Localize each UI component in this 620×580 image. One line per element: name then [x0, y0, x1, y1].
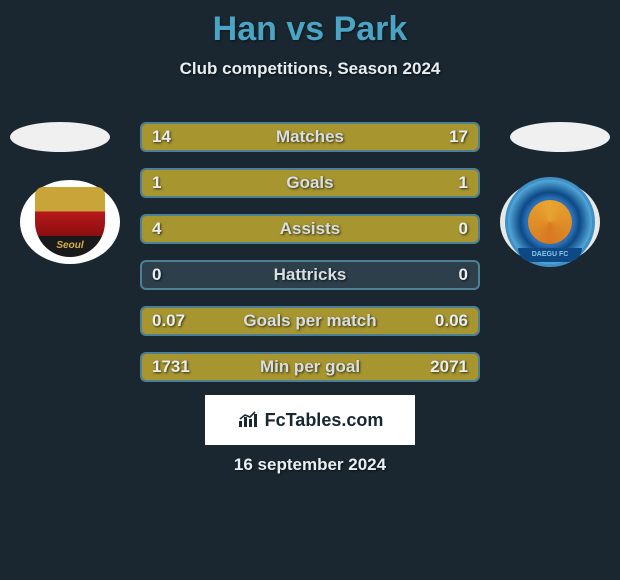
seoul-shield-icon: Seoul [35, 187, 105, 257]
stats-panel: 14 Matches 17 1 Goals 1 4 Assists 0 0 Ha… [140, 122, 480, 382]
seoul-logo-text: Seoul [35, 240, 105, 251]
daegu-banner: DAEGU FC [518, 248, 582, 262]
stat-row: 1 Goals 1 [140, 168, 480, 198]
comparison-subtitle: Club competitions, Season 2024 [0, 59, 620, 79]
branding-text: FcTables.com [265, 410, 384, 431]
stat-row: 14 Matches 17 [140, 122, 480, 152]
stat-label: Matches [142, 124, 478, 150]
stat-label: Hattricks [142, 262, 478, 288]
stat-row: 0 Hattricks 0 [140, 260, 480, 290]
stat-row: 1731 Min per goal 2071 [140, 352, 480, 382]
stat-value-right: 17 [449, 124, 468, 150]
daegu-ring-icon: DAEGU FC [505, 177, 595, 267]
branding-badge[interactable]: FcTables.com [205, 395, 415, 445]
stat-value-right: 2071 [430, 354, 468, 380]
stat-label: Min per goal [142, 354, 478, 380]
chart-icon [237, 411, 259, 429]
stat-value-right: 0 [459, 262, 468, 288]
comparison-date: 16 september 2024 [0, 455, 620, 475]
club-logo-left: Seoul [20, 180, 120, 264]
stat-value-right: 1 [459, 170, 468, 196]
stat-value-right: 0 [459, 216, 468, 242]
stat-row: 4 Assists 0 [140, 214, 480, 244]
stat-value-right: 0.06 [435, 308, 468, 334]
stat-row: 0.07 Goals per match 0.06 [140, 306, 480, 336]
stat-label: Goals [142, 170, 478, 196]
comparison-title: Han vs Park [0, 0, 620, 49]
stat-label: Goals per match [142, 308, 478, 334]
club-logo-right: DAEGU FC [500, 180, 600, 264]
daegu-swirl-icon [528, 200, 572, 244]
stat-label: Assists [142, 216, 478, 242]
player-right-avatar [510, 122, 610, 152]
player-left-avatar [10, 122, 110, 152]
